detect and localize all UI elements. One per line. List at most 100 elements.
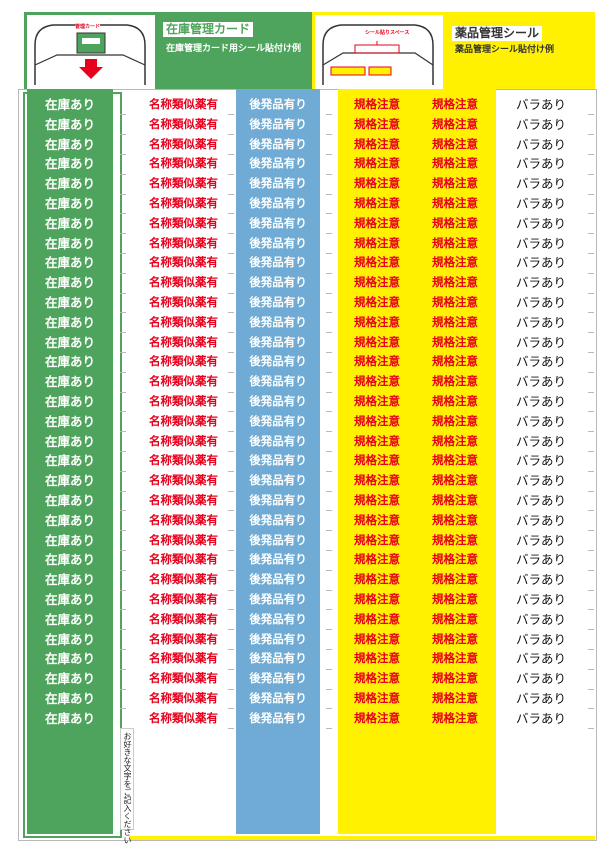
cut-guide-tick bbox=[228, 371, 234, 373]
illustration-card-label: 管理カード bbox=[75, 23, 101, 30]
label-spec-a: 規格注意 bbox=[354, 334, 400, 349]
label-loose: バラあり bbox=[515, 611, 566, 627]
cut-guide-tick bbox=[120, 252, 126, 254]
label-loose: バラあり bbox=[515, 473, 566, 489]
cut-guide-tick bbox=[120, 134, 126, 136]
cut-guide-tick bbox=[588, 668, 594, 670]
cut-guide-tick bbox=[120, 648, 126, 650]
label-spec-a: 規格注意 bbox=[354, 136, 400, 151]
label-stock: 在庫あり bbox=[44, 255, 95, 271]
cut-guide-tick bbox=[326, 470, 332, 472]
label-similar-name: 名称類似薬有 bbox=[149, 275, 218, 290]
label-stock: 在庫あり bbox=[44, 532, 95, 548]
label-stock: 在庫あり bbox=[44, 512, 95, 528]
label-similar-name: 名称類似薬有 bbox=[149, 592, 218, 606]
cut-guide-tick bbox=[120, 153, 126, 155]
cut-guide-tick bbox=[588, 371, 594, 373]
cut-guide-tick bbox=[120, 312, 126, 314]
label-generic: 後発品有り bbox=[249, 374, 307, 389]
label-generic: 後発品有り bbox=[249, 572, 307, 587]
label-loose: バラあり bbox=[515, 493, 566, 508]
label-stock: 在庫あり bbox=[44, 611, 95, 627]
label-spec-a: 規格注意 bbox=[354, 196, 400, 210]
label-spec-a: 規格注意 bbox=[354, 374, 400, 389]
label-generic: 後発品有り bbox=[249, 532, 307, 547]
label-generic: 後発品有り bbox=[249, 453, 307, 468]
cut-guide-tick bbox=[326, 272, 332, 274]
label-spec-b: 規格注意 bbox=[432, 97, 478, 111]
label-similar-name: 名称類似薬有 bbox=[149, 116, 218, 131]
label-spec-a: 規格注意 bbox=[354, 710, 400, 725]
label-loose: バラあり bbox=[515, 651, 566, 667]
cut-guide-tick bbox=[120, 450, 126, 452]
label-similar-name: 名称類似薬有 bbox=[149, 334, 218, 349]
label-loose: バラあり bbox=[515, 592, 566, 607]
label-loose: バラあり bbox=[515, 453, 566, 469]
label-similar-name: 名称類似薬有 bbox=[149, 473, 218, 488]
label-similar-name: 名称類似薬有 bbox=[149, 255, 218, 270]
medicine-seal-title: 薬品管理シール bbox=[452, 26, 543, 41]
cut-guide-tick bbox=[228, 391, 234, 393]
label-similar-name: 名称類似薬有 bbox=[149, 295, 218, 309]
cut-guide-tick bbox=[588, 351, 594, 353]
label-spec-a: 規格注意 bbox=[354, 295, 400, 309]
cut-guide-tick bbox=[326, 332, 332, 334]
cut-guide-tick bbox=[120, 708, 126, 710]
cut-guide-tick bbox=[326, 351, 332, 353]
cut-guide-tick bbox=[588, 292, 594, 294]
label-loose: バラあり bbox=[515, 413, 566, 429]
label-spec-b: 規格注意 bbox=[432, 453, 478, 468]
label-loose: バラあり bbox=[515, 255, 566, 271]
label-spec-b: 規格注意 bbox=[432, 136, 478, 151]
cut-guide-tick bbox=[588, 549, 594, 551]
label-generic: 後発品有り bbox=[249, 215, 307, 230]
cut-guide-tick bbox=[228, 589, 234, 591]
cut-guide-tick bbox=[228, 490, 234, 492]
cut-guide-tick bbox=[228, 668, 234, 670]
label-generic: 後発品有り bbox=[249, 97, 307, 111]
label-stock: 在庫あり bbox=[44, 691, 95, 706]
label-similar-name: 名称類似薬有 bbox=[149, 156, 218, 171]
cut-guide-tick bbox=[588, 332, 594, 334]
label-loose: バラあり bbox=[515, 215, 566, 231]
label-spec-a: 規格注意 bbox=[354, 453, 400, 468]
illustration-seal-label: シール貼りスペース bbox=[365, 30, 410, 36]
label-spec-b: 規格注意 bbox=[432, 532, 478, 547]
label-spec-a: 規格注意 bbox=[354, 156, 400, 171]
label-spec-b: 規格注意 bbox=[432, 433, 478, 448]
cut-guide-tick bbox=[588, 431, 594, 433]
cut-guide-tick bbox=[228, 332, 234, 334]
cut-guide-tick bbox=[228, 450, 234, 452]
label-stock: 在庫あり bbox=[44, 235, 95, 251]
cut-guide-tick bbox=[228, 431, 234, 433]
column-generic-bg bbox=[236, 89, 320, 834]
label-generic: 後発品有り bbox=[249, 710, 307, 725]
label-similar-name: 名称類似薬有 bbox=[149, 651, 218, 666]
cut-guide-tick bbox=[120, 391, 126, 393]
label-generic: 後発品有り bbox=[249, 235, 307, 250]
cut-guide-tick bbox=[326, 292, 332, 294]
label-generic: 後発品有り bbox=[249, 394, 307, 408]
cut-guide-tick bbox=[120, 233, 126, 235]
label-spec-a: 規格注意 bbox=[354, 552, 400, 567]
medicine-seal-illustration: シール貼りスペース bbox=[315, 15, 443, 89]
label-stock: 在庫あり bbox=[44, 196, 95, 211]
cut-guide-tick bbox=[326, 213, 332, 215]
label-loose: バラあり bbox=[515, 196, 566, 211]
label-spec-b: 規格注意 bbox=[432, 512, 478, 527]
cut-guide-tick bbox=[228, 569, 234, 571]
label-generic: 後発品有り bbox=[249, 493, 307, 507]
label-generic: 後発品有り bbox=[249, 552, 307, 567]
label-generic: 後発品有り bbox=[249, 295, 307, 309]
label-similar-name: 名称類似薬有 bbox=[149, 532, 218, 547]
label-spec-b: 規格注意 bbox=[432, 651, 478, 666]
cut-guide-tick bbox=[120, 371, 126, 373]
label-similar-name: 名称類似薬有 bbox=[149, 235, 218, 250]
label-stock: 在庫あり bbox=[44, 552, 95, 568]
cut-guide-tick bbox=[588, 134, 594, 136]
label-generic: 後発品有り bbox=[249, 116, 307, 131]
label-loose: バラあり bbox=[515, 394, 566, 409]
label-spec-b: 規格注意 bbox=[432, 631, 478, 646]
cut-guide-tick bbox=[228, 153, 234, 155]
label-similar-name: 名称類似薬有 bbox=[149, 314, 218, 329]
